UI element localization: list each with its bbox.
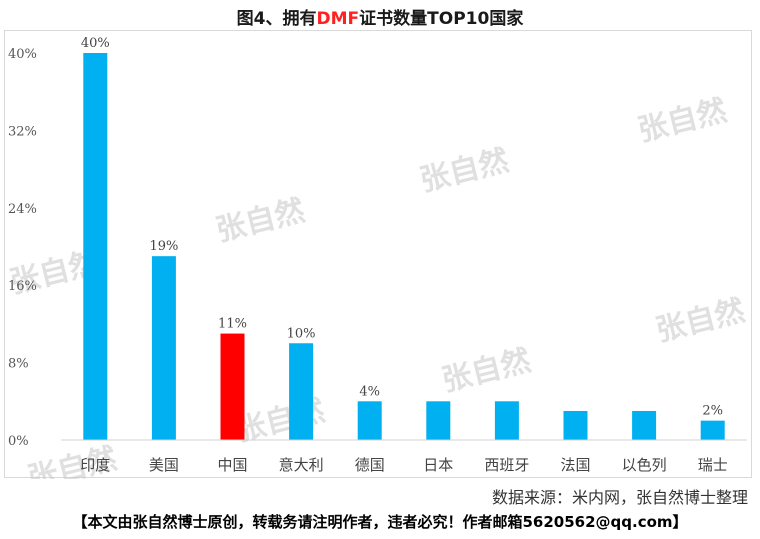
title-highlight: DMF bbox=[316, 9, 360, 29]
x-category-label: 中国 bbox=[217, 456, 247, 474]
bar bbox=[426, 401, 451, 440]
bar bbox=[632, 410, 657, 440]
watermark-text: 张自然 bbox=[212, 193, 308, 249]
y-tick-label: 0% bbox=[8, 434, 29, 449]
x-category-label: 瑞士 bbox=[698, 456, 728, 474]
watermark-text: 张自然 bbox=[652, 293, 748, 349]
x-category-label: 法国 bbox=[560, 456, 590, 474]
x-category-label: 日本 bbox=[423, 456, 453, 474]
title-suffix: 证书数量TOP10国家 bbox=[359, 9, 524, 29]
x-category-label: 美国 bbox=[149, 456, 179, 474]
chart-area: 张自然 张自然 张自然 张自然 张自然 张自然 张自然 张自然 0% 8% 16% 24% 32% 40%… bbox=[4, 30, 752, 479]
x-category-label: 德国 bbox=[355, 456, 385, 474]
x-category-label: 西班牙 bbox=[484, 456, 529, 474]
watermark-text: 张自然 bbox=[634, 93, 730, 149]
data-label: 2% bbox=[702, 404, 723, 419]
data-label: 11% bbox=[218, 317, 247, 332]
data-label: 40% bbox=[81, 36, 110, 51]
chart-title: 图4、拥有DMF证书数量TOP10国家 bbox=[0, 4, 760, 29]
title-prefix: 图4、拥有 bbox=[236, 9, 317, 29]
y-tick-label: 16% bbox=[8, 279, 37, 294]
y-tick-label: 40% bbox=[8, 47, 37, 62]
bar bbox=[357, 401, 382, 440]
bar bbox=[494, 401, 519, 440]
x-category-label: 以色列 bbox=[622, 456, 667, 474]
bar bbox=[289, 343, 314, 440]
data-label: 19% bbox=[149, 239, 178, 254]
bar bbox=[83, 53, 108, 440]
bar-chart: 张自然张自然张自然张自然张自然张自然张自然张自然0%8%16%24%32%40%… bbox=[6, 36, 748, 479]
x-category-label: 印度 bbox=[80, 456, 110, 474]
data-label: 4% bbox=[359, 384, 380, 399]
data-label: 10% bbox=[287, 326, 316, 341]
bar bbox=[151, 256, 176, 440]
bar bbox=[563, 410, 588, 440]
x-category-label: 意大利 bbox=[279, 456, 324, 474]
y-tick-label: 8% bbox=[8, 357, 29, 372]
source-note: 数据来源：米内网，张自然博士整理 bbox=[491, 488, 748, 507]
y-tick-label: 24% bbox=[8, 202, 37, 217]
watermark-text: 张自然 bbox=[416, 143, 512, 199]
watermark-text: 张自然 bbox=[438, 343, 534, 399]
copyright-footer: 【本文由张自然博士原创，转载务请注明作者，违者必究！作者邮箱5620562@qq… bbox=[72, 513, 688, 531]
bar bbox=[700, 420, 725, 440]
y-tick-label: 32% bbox=[8, 124, 37, 139]
bar bbox=[220, 333, 245, 440]
